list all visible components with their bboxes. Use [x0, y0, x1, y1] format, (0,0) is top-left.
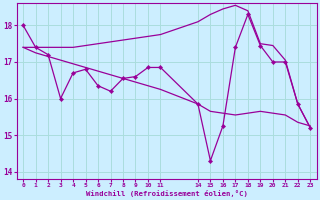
X-axis label: Windchill (Refroidissement éolien,°C): Windchill (Refroidissement éolien,°C): [86, 190, 248, 197]
